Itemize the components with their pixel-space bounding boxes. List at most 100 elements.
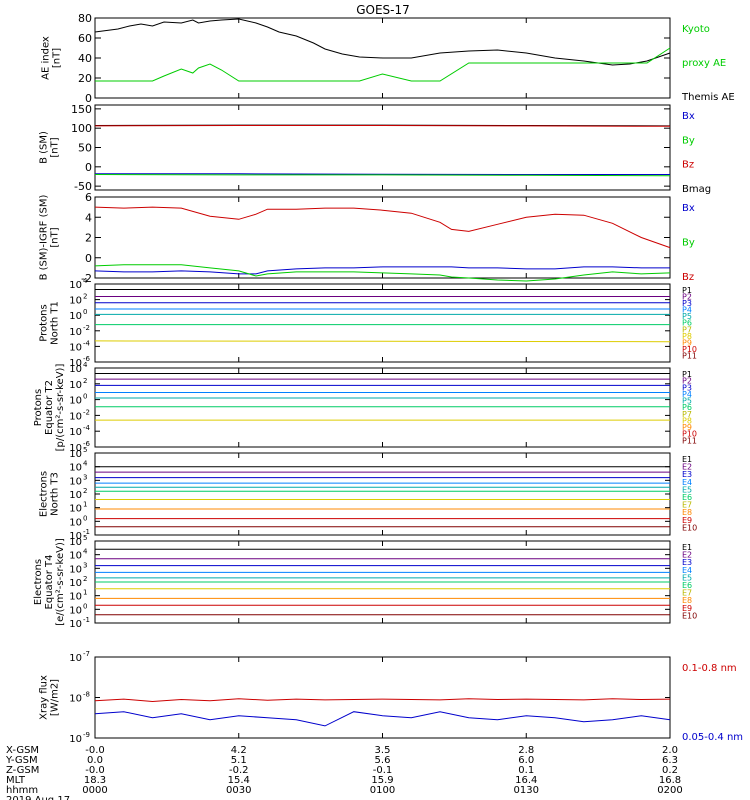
y-tick-exponent: -4 [83,339,91,347]
ephemeris-value: 16.4 [515,775,537,786]
y-tick-label: 10 [69,364,82,375]
y-axis-label: Protons Equator T2 [p/(cm²-s-sr-keV)] [33,364,66,452]
legend-entry: E7 [682,589,692,598]
legend-entry: proxy AE [682,58,726,69]
y-axis-label: Protons North T1 [39,301,61,345]
y-tick-exponent: 2 [83,293,87,301]
legend-entry: P9 [682,338,692,347]
ephemeris-value: 0130 [514,785,539,796]
panel-frame [94,656,671,739]
series-bz [94,206,671,249]
y-tick-label: 10 [69,619,82,630]
legend-entry: P3 [682,299,692,308]
y-tick-label: 2 [85,232,92,245]
y-tick-label: 10 [69,734,82,745]
y-tick-exponent: -2 [83,324,90,332]
legend-entry: E8 [682,508,692,517]
y-tick-label: 10 [69,653,82,664]
y-tick-label: 4 [85,211,92,224]
legend-entry: By [682,238,695,249]
legend-entry: Kyoto [682,24,710,35]
ephemeris-value: -0.0 [85,745,105,756]
legend-entry: P5 [682,397,692,406]
y-axis-label: Xray flux [W/m2] [39,675,61,720]
legend-entry: By [682,135,695,146]
panel-frame [94,367,671,448]
legend-entry: P11 [682,351,697,360]
y-tick-label: 80 [78,12,92,25]
y-axis-label-line: Protons [33,389,44,426]
y-axis-label-line: [p/(cm²-s-sr-keV)] [55,364,66,452]
y-axis-label-line: Xray flux [39,675,50,720]
y-tick-label: 0 [85,161,92,174]
y-tick-exponent: -9 [83,731,90,739]
ephemeris-value: 0200 [657,785,682,796]
legend-entry: P1 [682,286,692,295]
ephemeris-value: 2.8 [518,745,534,756]
ephemeris-row-label: Z-GSM [6,765,39,776]
y-tick-label: 20 [78,72,92,85]
legend-entry: E4 [682,478,692,487]
y-tick-label: 10 [69,358,82,369]
y-tick-exponent: -7 [83,650,90,658]
legend-entry: E6 [682,493,692,502]
ephemeris-value: 0100 [370,785,395,796]
ephemeris-date: 2019 Aug 17 [6,795,70,800]
ephemeris-row-label: Y-GSM [5,755,38,766]
y-axis-label-line: [e/(cm²-s-sr-keV)] [55,538,66,626]
panel-frame [94,196,671,279]
y-tick-exponent: 0 [83,514,87,522]
ephemeris-value: 0.1 [518,765,534,776]
legend-entry: Bx [682,203,695,214]
y-axis-label-line: Electrons [33,559,44,605]
y-tick-label: 0 [85,252,92,265]
ephemeris-value: 0.2 [662,765,678,776]
y-tick-exponent: 3 [83,561,87,569]
y-tick-label: 10 [69,605,82,616]
y-tick-label: 10 [69,380,82,391]
ephemeris-value: 15.9 [371,775,393,786]
y-axis-label-line: Protons [39,304,50,341]
ephemeris-value: 5.6 [375,755,391,766]
panel-frame [94,104,671,191]
series-bx [94,266,670,275]
y-tick-exponent: -6 [83,440,91,448]
y-tick-label: 150 [71,103,92,116]
legend-entry: Themis AE [681,92,735,103]
y-tick-label: 50 [78,142,92,155]
y-tick-label: 10 [69,342,82,353]
y-tick-exponent: 0 [83,393,87,401]
y-tick-label: 10 [69,449,82,460]
legend-entry: E2 [682,463,692,472]
legend-entry: E8 [682,596,692,605]
y-tick-exponent: -1 [83,616,90,624]
y-axis-label-line: B (SM) [39,131,50,164]
series-bx [95,173,670,175]
legend-entry: E9 [682,516,692,525]
legend-entry: P2 [682,293,692,302]
ephemeris-value: 0.0 [87,755,103,766]
y-tick-label: 100 [71,122,92,135]
y-tick-exponent: 1 [83,589,87,597]
legend-entry: E2 [682,551,692,560]
y-tick-exponent: 4 [83,277,88,285]
y-tick-label: 10 [69,592,82,603]
y-tick-label: 10 [69,463,82,474]
legend-entry: P6 [682,403,692,412]
ephemeris-row-label: X-GSM [6,745,39,756]
y-tick-label: 10 [69,327,82,338]
y-tick-exponent: 4 [83,460,88,468]
y-tick-exponent: 2 [83,377,87,385]
ephemeris-value: -0.1 [373,765,393,776]
legend-entry: Bz [682,160,694,171]
ephemeris-value: 2.0 [662,745,678,756]
legend-entry: E10 [682,611,697,620]
series-by [94,264,671,282]
y-tick-label: 10 [69,537,82,548]
y-tick-label: 10 [69,476,82,487]
y-axis-label: B (SM)-IGRF (SM) [nT] [39,195,61,281]
legend-entry: P10 [682,345,697,354]
